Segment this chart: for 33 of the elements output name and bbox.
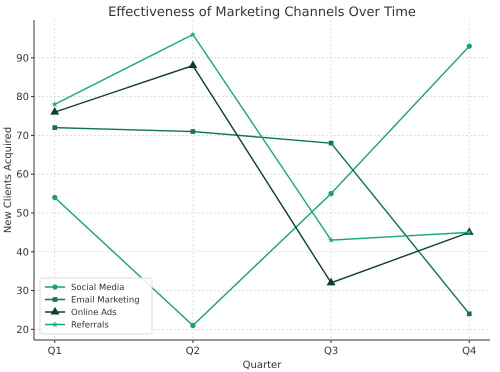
y-tick-label: 70 — [16, 130, 29, 142]
x-tick-label: Q1 — [48, 346, 62, 357]
point — [328, 236, 334, 243]
legend-label: Social Media — [71, 282, 124, 293]
chart-title: Effectiveness of Marketing Channels Over Time — [108, 5, 416, 20]
point — [328, 140, 334, 146]
point — [328, 190, 334, 196]
point — [52, 194, 58, 200]
y-tick-label: 90 — [16, 53, 29, 64]
x-tick-label: Q3 — [324, 346, 338, 357]
point — [326, 278, 336, 286]
y-tick-label: 40 — [16, 247, 29, 258]
y-tick-label: 20 — [16, 324, 29, 336]
y-tick-label: 60 — [16, 170, 29, 181]
point — [52, 125, 58, 130]
point — [190, 31, 196, 38]
x-tick-label: Q4 — [462, 346, 476, 357]
legend-label: Email Marketing — [71, 295, 140, 306]
y-tick-label: 50 — [16, 208, 29, 220]
x-axis-title: Quarter — [242, 360, 282, 371]
legend-label: Referrals — [71, 320, 110, 330]
x-tick-label: Q2 — [186, 346, 200, 357]
point — [466, 44, 472, 49]
point — [50, 107, 60, 115]
point — [188, 60, 198, 68]
legend-label: Online Ads — [71, 308, 118, 318]
y-tick-label: 30 — [16, 286, 29, 298]
y-axis-title: New Clients Acquired — [3, 126, 14, 234]
y-tick-label: 80 — [16, 92, 29, 104]
point — [190, 129, 196, 134]
point — [52, 101, 58, 108]
point — [190, 322, 196, 328]
point — [466, 311, 472, 316]
